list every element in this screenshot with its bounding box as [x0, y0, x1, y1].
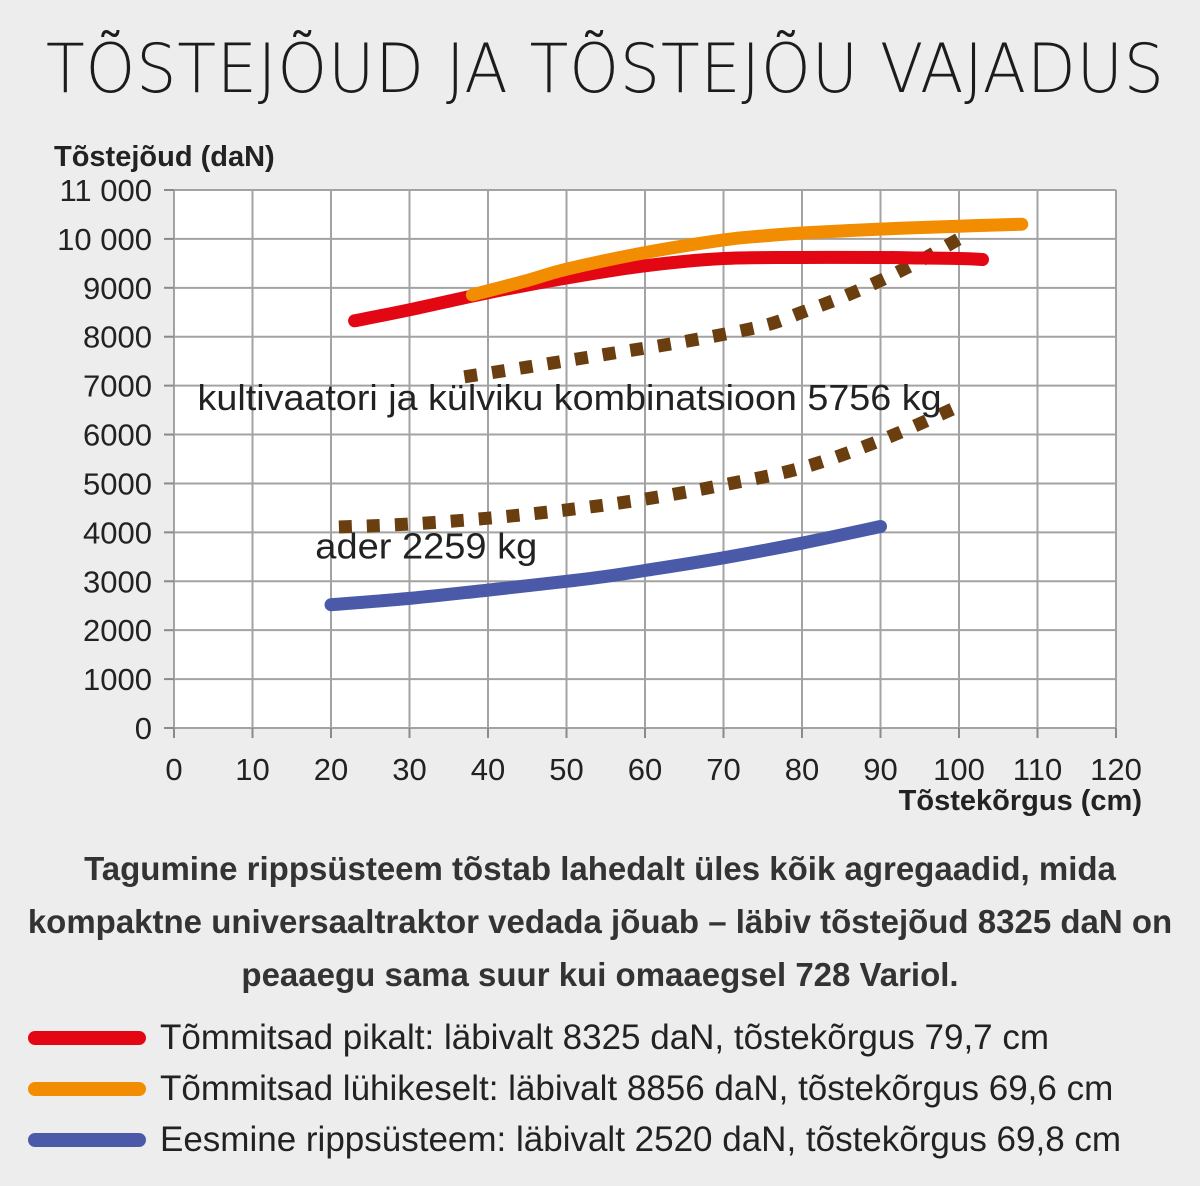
legend-label: Eesmine rippsüsteem: läbivalt 2520 daN, …: [160, 1119, 1122, 1159]
lift-force-chart: 0 10 20 30 40 50 60 70 80 90 100 110 120 0 1000 2000 300…: [54, 141, 1142, 817]
y-tick-label: 4000: [83, 515, 152, 550]
annotations: kultivaatori ja külviku kombinatsioon 57…: [198, 377, 942, 566]
legend-item: Tõmmitsad pikalt: läbivalt 8325 daN, tõs…: [28, 1012, 1188, 1063]
data-series: [324, 217, 1029, 612]
x-tick-label: 0: [165, 752, 182, 787]
x-tick-label: 20: [314, 752, 348, 787]
y-tick-label: 2000: [83, 613, 152, 648]
series-line: [324, 520, 887, 612]
y-tick-label: 9000: [83, 271, 152, 306]
series-line: [338, 400, 962, 534]
chart-caption: Tagumine rippsüsteem tõstab lahedalt üle…: [27, 850, 1173, 993]
y-tick-label: 1000: [83, 662, 152, 697]
x-tick-label: 30: [392, 752, 426, 787]
series-line: [465, 217, 1029, 302]
x-tick-label: 10: [235, 752, 269, 787]
legend-swatch: [28, 1030, 146, 1045]
y-tick-label: 6000: [83, 418, 152, 453]
x-tick-label: 70: [706, 752, 740, 787]
x-tick-label: 120: [1090, 752, 1142, 787]
x-axis-label: Tõstekõrgus (cm): [899, 785, 1142, 817]
x-tick-label: 110: [1013, 752, 1062, 787]
legend-label: Tõmmitsad pikalt: läbivalt 8325 daN, tõs…: [160, 1017, 1050, 1057]
series-annotation: ader 2259 kg: [315, 525, 537, 566]
x-tick-label: 40: [471, 752, 505, 787]
x-tick-label: 50: [549, 752, 583, 787]
y-tick-label: 8000: [83, 320, 152, 355]
series-line: [463, 233, 963, 384]
x-tick-label: 100: [933, 752, 985, 787]
y-axis-label: Tõstejõud (daN): [54, 141, 275, 173]
y-tick-label: 7000: [83, 369, 152, 404]
axes: 0 10 20 30 40 50 60 70 80 90 100 110 120 0 1000 2000 300…: [54, 141, 1142, 817]
legend-swatch: [28, 1081, 146, 1096]
y-tick-label: 5000: [83, 466, 152, 501]
legend-item: Eesmine rippsüsteem: läbivalt 2520 daN, …: [28, 1114, 1188, 1165]
x-tick-label: 80: [785, 752, 819, 787]
legend-swatch: [28, 1132, 146, 1147]
legend-item: Tõmmitsad lühikeselt: läbivalt 8856 daN,…: [28, 1063, 1188, 1114]
x-tick-label: 60: [628, 752, 662, 787]
chart-title: TÕSTEJÕUD JA TÕSTEJÕU VAJADUS: [46, 30, 1165, 109]
legend: Tõmmitsad pikalt: läbivalt 8325 daN, tõs…: [28, 1012, 1188, 1165]
series-annotation: kultivaatori ja külviku kombinatsioon 57…: [198, 377, 942, 418]
y-tick-label: 3000: [83, 564, 152, 599]
y-tick-label: 0: [135, 711, 152, 746]
y-tick-label: 11 000: [59, 173, 152, 208]
legend-label: Tõmmitsad lühikeselt: läbivalt 8856 daN,…: [160, 1068, 1114, 1108]
y-tick-label: 10 000: [57, 222, 152, 257]
x-tick-label: 90: [863, 752, 897, 787]
